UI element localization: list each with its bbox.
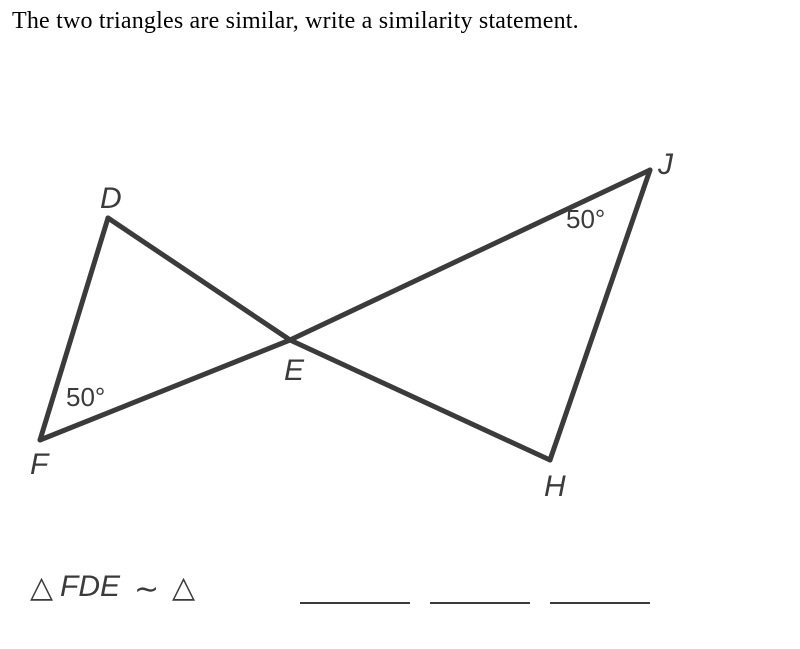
vertex-label-F: F [30,448,48,482]
answer-blank-3[interactable] [550,602,650,604]
answer-blank-2[interactable] [430,602,530,604]
lhs-triangle-name: FDE [60,570,120,604]
triangle-symbol-lhs: △ [30,570,53,605]
angle-J: 50° [566,204,605,235]
answer-blank-1[interactable] [300,602,410,604]
answer-row: △ FDE ∼ △ [30,570,730,620]
geometry-figure: D F E J H 50° 50° [30,150,690,530]
page: The two triangles are similar, write a s… [0,0,800,649]
question-text: The two triangles are similar, write a s… [12,8,579,35]
vertex-label-E: E [284,354,304,388]
similarity-symbol: ∼ [134,572,159,607]
triangle-symbol-rhs: △ [172,570,195,605]
vertex-label-J: J [658,148,673,182]
vertex-label-H: H [544,470,566,504]
vertex-label-D: D [100,182,122,216]
angle-F: 50° [66,382,105,413]
